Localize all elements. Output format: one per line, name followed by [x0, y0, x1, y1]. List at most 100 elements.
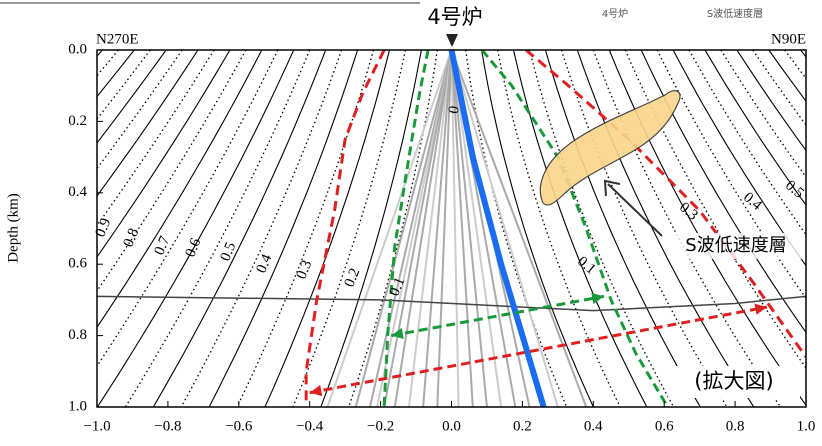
contour-line: [292, 50, 407, 407]
contour-line: [97, 50, 199, 197]
ray-path: [436, 50, 453, 407]
x-tick-label: 0.8: [726, 418, 745, 434]
annotation: S波低速度層: [685, 235, 786, 256]
contour-line: [704, 50, 806, 206]
ray-path: [393, 50, 453, 407]
x-tick-label: −0.8: [154, 418, 181, 434]
legend-label: 4号炉: [602, 8, 628, 20]
x-tick-label: 0.6: [655, 418, 674, 434]
contour-line: [592, 50, 782, 407]
plot-area: [97, 50, 822, 407]
contour-line: [817, 50, 822, 407]
blue-path: [448, 50, 547, 407]
ray-path: [450, 50, 503, 407]
contour-label: 0.2: [342, 266, 364, 289]
y-axis-label: Depth (km): [5, 193, 21, 263]
contour-line: [768, 50, 806, 103]
y-tick-label: 0.4: [68, 184, 87, 200]
y-tick-label: 0.6: [68, 256, 87, 272]
x-tick-label: −1.0: [83, 418, 110, 434]
contour-line: [97, 50, 167, 144]
ray-path: [376, 50, 453, 407]
annotation-bg: [668, 366, 800, 398]
y-tick-label: 0.0: [68, 41, 87, 57]
contour-line: [320, 50, 422, 407]
x-tick-label: −0.4: [296, 418, 324, 434]
contour-label: 0.4: [740, 189, 765, 214]
contour-label: 0: [446, 105, 463, 115]
red-dashed: [524, 50, 806, 358]
x-tick-label: 1.0: [797, 418, 816, 434]
ray-path: [326, 50, 453, 407]
contour-line: [656, 50, 806, 300]
ray-path: [383, 50, 453, 407]
contour-label: 0.5: [782, 177, 807, 201]
ray-path: [354, 50, 453, 407]
green-dashed: [480, 50, 670, 407]
contour-line: [208, 50, 359, 407]
contour-line: [97, 50, 183, 170]
contour-line: [720, 50, 806, 179]
contour-line: [124, 50, 311, 407]
ray-path: [422, 50, 453, 407]
arrow-head: [754, 303, 768, 315]
contour-line: [97, 50, 279, 368]
contour-line: [784, 50, 806, 80]
contour-line: [544, 50, 701, 407]
double-arrow: [309, 305, 768, 395]
arrow-head: [391, 327, 404, 340]
contour-label: 0.5: [218, 240, 240, 263]
contour-line: [736, 50, 806, 152]
ray-path: [450, 50, 588, 407]
contour-label: 0.9: [93, 216, 115, 239]
ray-path: [407, 50, 453, 407]
ray-path: [450, 50, 559, 407]
ray-path: [368, 50, 453, 407]
red-dashed: [304, 50, 386, 407]
contour-line: [672, 50, 806, 267]
x-tick-label: 0.0: [442, 418, 461, 434]
contour-line: [97, 50, 247, 293]
pointer-head: [603, 179, 621, 197]
contour-line: [608, 50, 806, 407]
x-tick-label: −0.6: [225, 418, 253, 434]
direction-label: N90E: [771, 31, 806, 47]
contour-label: 0.8: [121, 226, 143, 249]
layer-boundary: [97, 295, 806, 312]
contour-line: [236, 50, 375, 407]
overlay: 0.9 0.8 0.7 0.6 0.50.4 0.3 0.2 0.100.10.3 0.4 0.5…: [93, 90, 807, 398]
ray-path: [450, 50, 474, 407]
annotation-bg: [668, 233, 804, 259]
plot-frame: [96, 49, 807, 408]
contour-line: [264, 50, 391, 407]
y-tick-label: 0.8: [68, 327, 87, 343]
double-arrow: [390, 294, 605, 338]
legend-label: S波低速度層: [707, 7, 763, 20]
contour-line: [152, 50, 327, 407]
arrow-head: [591, 292, 604, 305]
green-dashed: [382, 50, 430, 407]
contour-line: [481, 50, 594, 407]
arrow-head: [309, 385, 323, 397]
contour-label: 0.4: [254, 252, 276, 276]
contour-line: [97, 50, 231, 258]
low-velocity-zone: [539, 90, 681, 206]
y-tick-label: 1.0: [68, 398, 87, 414]
contour-line: [752, 50, 806, 127]
contour-label: 0.1: [387, 275, 409, 298]
contour-label: 0.6: [183, 236, 205, 260]
contour-label: 0.7: [152, 234, 174, 258]
x-tick-label: 0.4: [584, 418, 603, 434]
contour-line: [512, 50, 648, 407]
contour-line: [688, 50, 806, 236]
contour-line: [97, 50, 263, 329]
contour-line: [496, 50, 621, 407]
contour-line: [576, 50, 755, 407]
ray-path: [450, 50, 460, 407]
contour-label: 0.3: [294, 258, 316, 281]
pointer-arrow: [607, 183, 663, 237]
annotation: (拡大図): [694, 369, 773, 393]
x-tick-label: 0.2: [513, 418, 532, 434]
contour-line: [800, 50, 806, 58]
